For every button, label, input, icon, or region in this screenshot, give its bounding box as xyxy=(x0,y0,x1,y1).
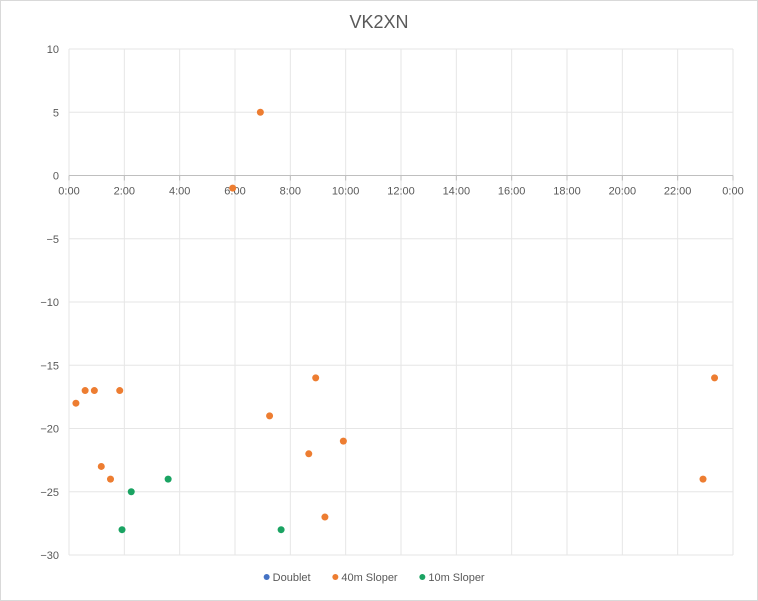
x-axis-tick-labels: 0:00 2:00 4:00 6:00 8:00 10:00 12:00 14:00 16:00… xyxy=(58,186,743,198)
y-tick-label: 0 xyxy=(53,171,59,183)
y-tick-label: 5 xyxy=(53,107,59,119)
data-point xyxy=(266,412,274,420)
legend-marker xyxy=(332,574,339,580)
legend-label: 10m Sloper xyxy=(428,572,485,584)
x-tick-label: 12:00 xyxy=(387,186,415,198)
data-point xyxy=(711,374,719,382)
data-point xyxy=(305,450,313,458)
x-tick-label: 0:00 xyxy=(58,186,79,198)
legend: Doublet 40m Sloper 10m Sloper xyxy=(263,572,485,584)
data-point xyxy=(312,374,320,382)
data-point xyxy=(339,437,347,445)
x-tick-label: 18:00 xyxy=(553,186,581,198)
legend-marker xyxy=(263,574,270,580)
y-axis-tick-labels: 10 5 0 −5 −10 −15 −20 −25 −30 xyxy=(40,44,59,562)
data-point xyxy=(107,475,114,483)
data-point xyxy=(277,526,285,534)
data-point xyxy=(118,526,126,534)
chart-title: VK2XN xyxy=(349,12,409,32)
data-point xyxy=(97,462,105,470)
x-tick-label: 22:00 xyxy=(664,186,692,198)
x-tick-label: 20:00 xyxy=(609,186,637,198)
legend-marker xyxy=(419,574,426,580)
data-point xyxy=(321,513,329,521)
data-point xyxy=(164,475,172,483)
legend-label: 40m Sloper xyxy=(341,572,398,584)
data-point xyxy=(81,387,89,395)
x-tick-label: 0:00 xyxy=(722,186,743,198)
data-point xyxy=(256,108,264,116)
x-tick-label: 10:00 xyxy=(332,186,360,198)
axes xyxy=(68,175,734,181)
x-tick-label: 4:00 xyxy=(169,186,190,198)
y-tick-label: −20 xyxy=(40,424,59,436)
x-tick-label: 2:00 xyxy=(114,186,135,198)
x-tick-label: 14:00 xyxy=(443,186,471,198)
x-tick-label: 16:00 xyxy=(498,186,526,198)
legend-label: Doublet xyxy=(273,572,311,584)
data-point xyxy=(699,475,707,483)
data-points xyxy=(72,108,719,534)
y-tick-label: −10 xyxy=(40,297,59,309)
y-tick-label: −25 xyxy=(40,487,59,499)
y-tick-label: −30 xyxy=(40,550,59,562)
data-point xyxy=(127,488,135,496)
y-tick-label: −15 xyxy=(40,360,59,372)
data-point xyxy=(229,184,237,192)
data-point xyxy=(72,399,80,407)
x-tick-label: 8:00 xyxy=(280,186,301,198)
data-point xyxy=(116,387,124,395)
y-tick-label: −5 xyxy=(46,234,59,246)
y-tick-label: 10 xyxy=(47,44,59,56)
data-point xyxy=(90,387,98,395)
